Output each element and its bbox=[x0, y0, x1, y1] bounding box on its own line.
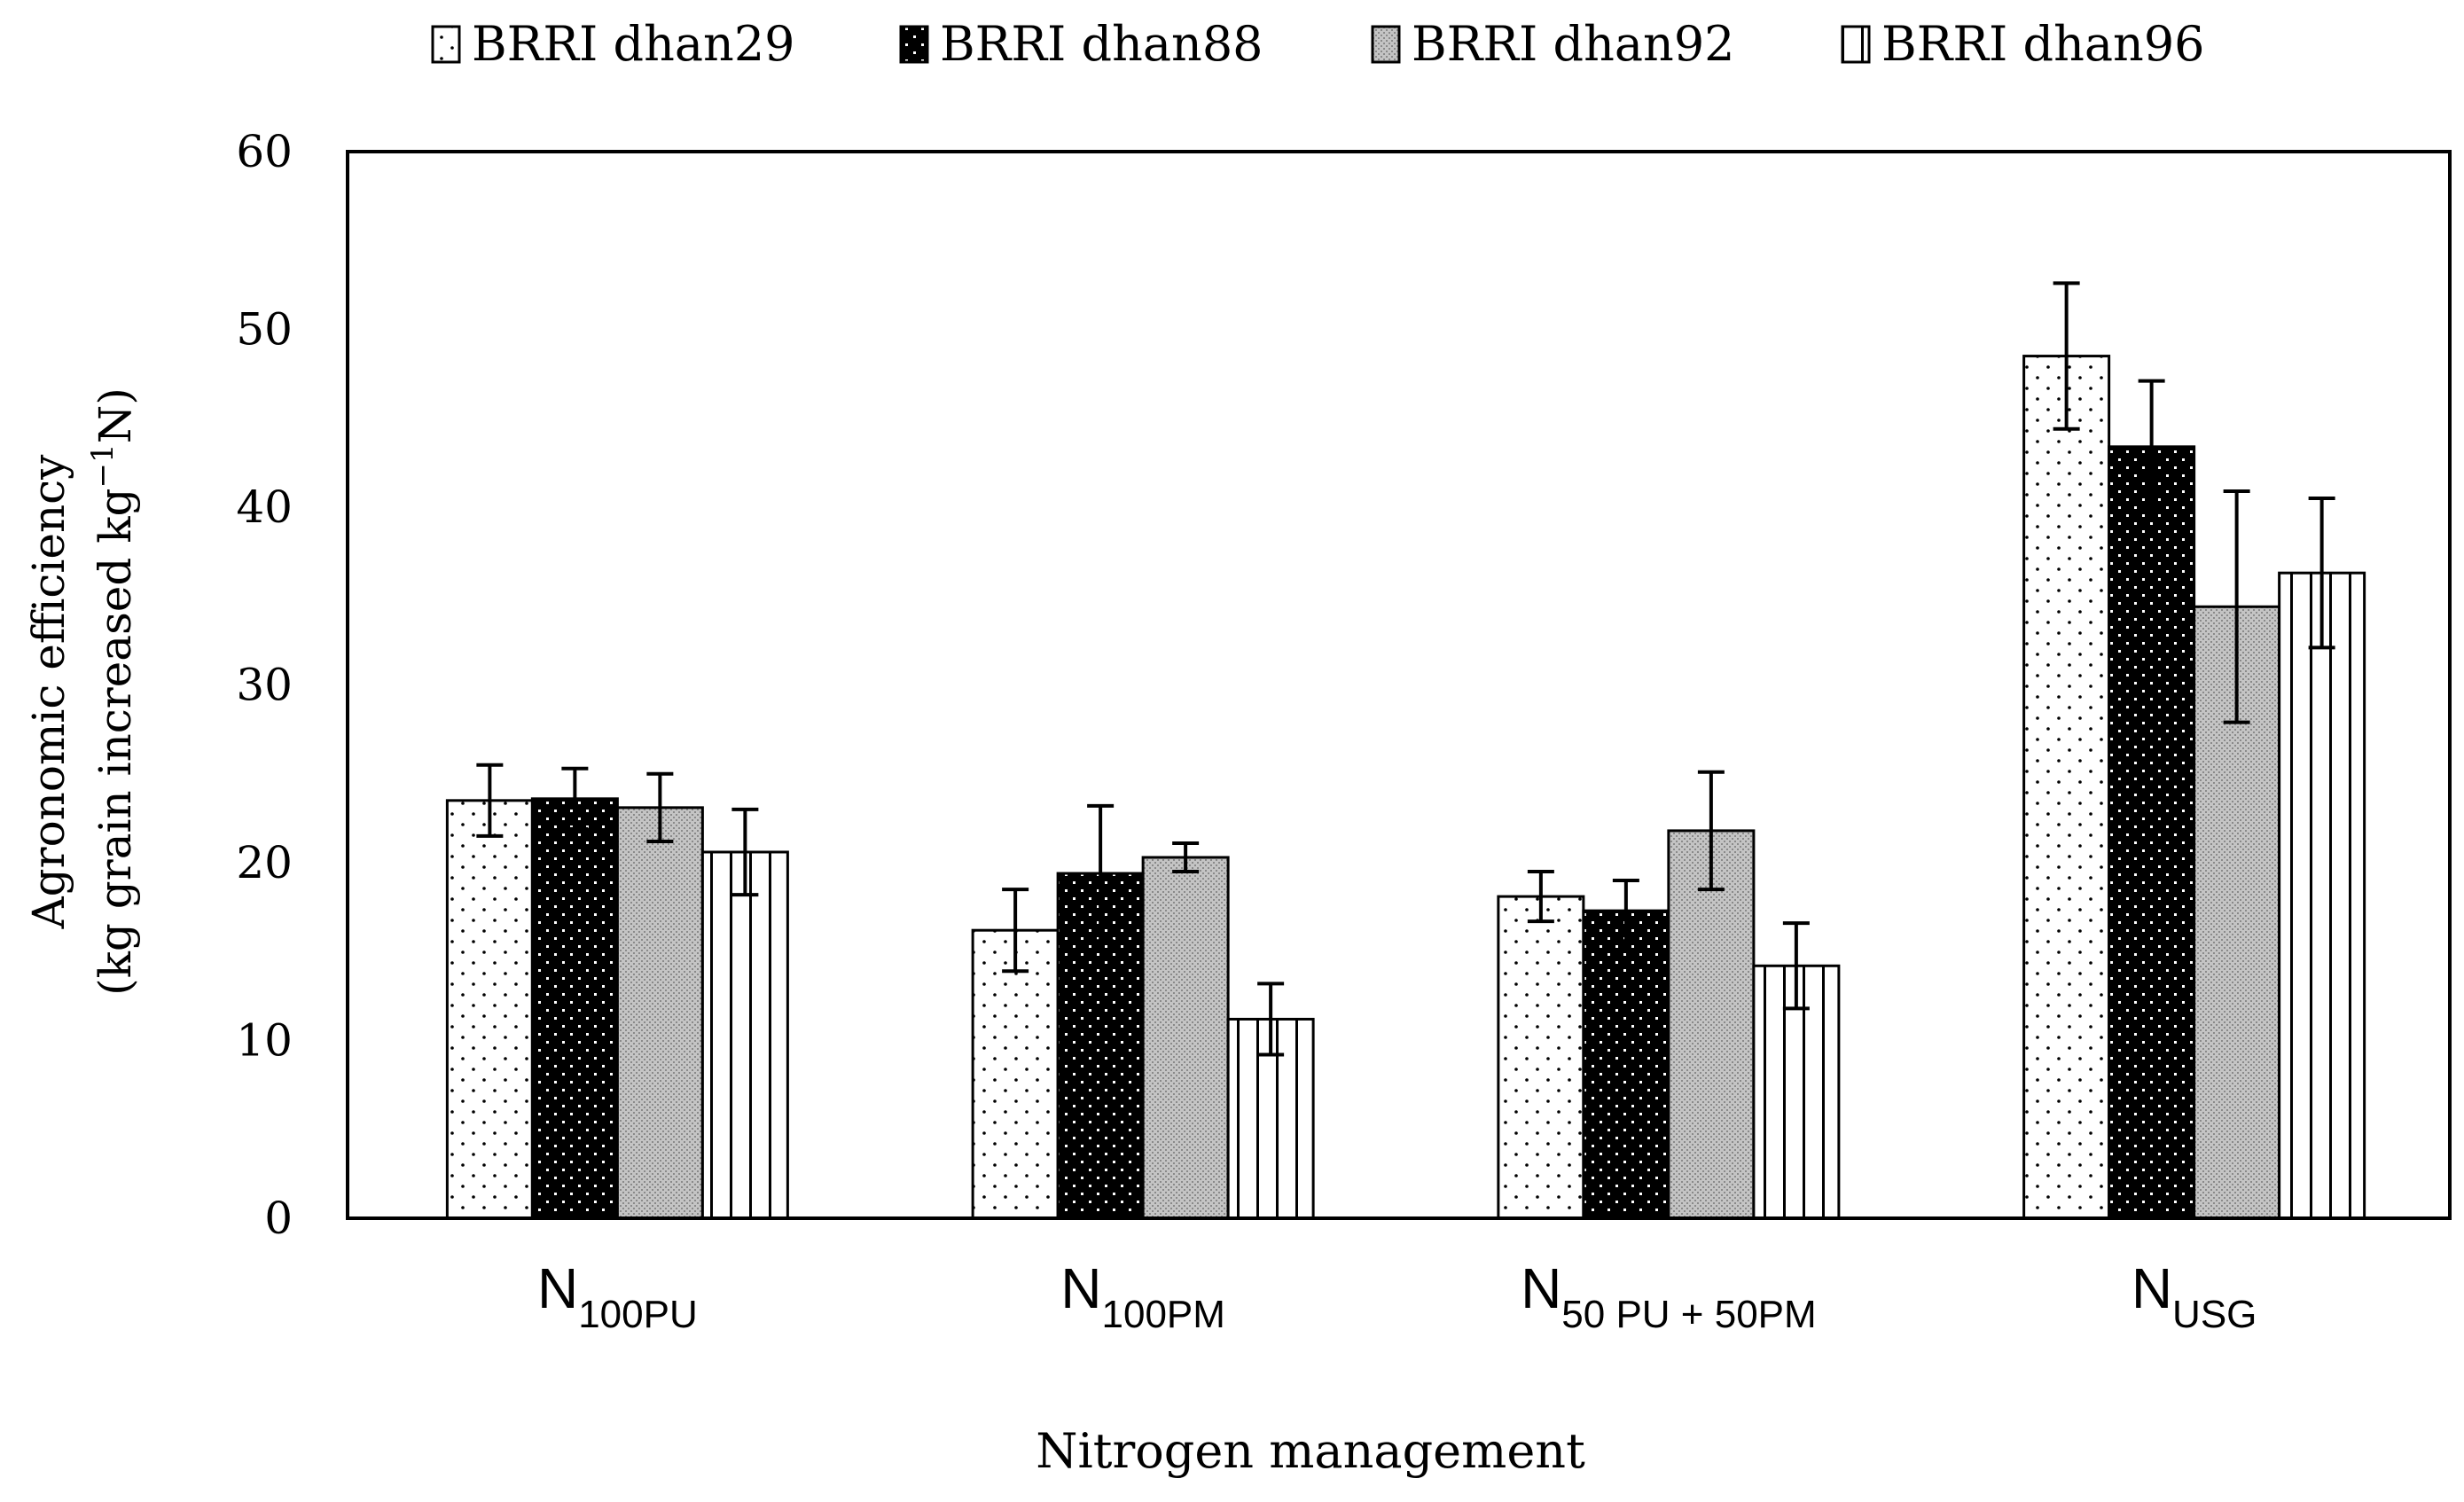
bar bbox=[2022, 355, 2111, 1220]
bar bbox=[971, 928, 1060, 1220]
legend-swatch bbox=[899, 25, 929, 64]
x-category-label: N100PU bbox=[537, 1256, 698, 1336]
legend-label: BRRI dhan92 bbox=[1412, 16, 1735, 72]
legend-label: BRRI dhan96 bbox=[1881, 16, 2205, 72]
x-category-label: NUSG bbox=[2132, 1256, 2257, 1336]
x-axis-title: Nitrogen management bbox=[1036, 1423, 1585, 1479]
bar bbox=[1582, 909, 1670, 1220]
y-axis-title: Agronomic efficiency (kg grain increased… bbox=[23, 387, 141, 996]
legend-label: BRRI dhan88 bbox=[940, 16, 1263, 72]
bar bbox=[1497, 895, 1585, 1220]
bars bbox=[445, 355, 2366, 1220]
legend-swatch bbox=[1841, 25, 1871, 64]
bar bbox=[615, 806, 704, 1220]
plot-frame bbox=[346, 150, 2452, 1220]
y-axis-ticks: 0 10 20 30 40 50 60 bbox=[236, 126, 293, 1244]
y-tick-label: 0 bbox=[264, 1193, 293, 1244]
bar bbox=[700, 850, 789, 1220]
legend-swatch bbox=[431, 25, 461, 64]
legend: BRRI dhan29 BRRI dhan88 BRRI dhan92 BRRI dh… bbox=[431, 16, 2205, 72]
y-axis-title-line2: (kg grain increased kg−1N) bbox=[85, 387, 141, 996]
bar bbox=[1752, 964, 1841, 1220]
y-tick-label: 60 bbox=[236, 126, 293, 177]
y-tick-label: 50 bbox=[236, 304, 293, 356]
y-tick-label: 10 bbox=[236, 1015, 293, 1067]
bar bbox=[530, 797, 619, 1220]
legend-swatch bbox=[1371, 25, 1401, 64]
y-tick-label: 30 bbox=[236, 660, 293, 711]
y-tick-label: 20 bbox=[236, 837, 293, 888]
bar bbox=[1141, 856, 1230, 1220]
x-category-label: N50 PU + 50PM bbox=[1521, 1256, 1817, 1336]
legend-label: BRRI dhan29 bbox=[472, 16, 795, 72]
y-axis-title-line1: Agronomic efficiency bbox=[23, 454, 74, 930]
x-axis-categories: N100PU N100PM N50 PU + 50PM NUSG bbox=[537, 1256, 2257, 1336]
x-category-label: N100PM bbox=[1060, 1256, 1225, 1336]
bar bbox=[445, 799, 534, 1220]
bar bbox=[2278, 571, 2366, 1220]
bar bbox=[2108, 445, 2196, 1220]
y-tick-label: 40 bbox=[236, 481, 293, 533]
error-bars bbox=[476, 281, 2335, 1057]
